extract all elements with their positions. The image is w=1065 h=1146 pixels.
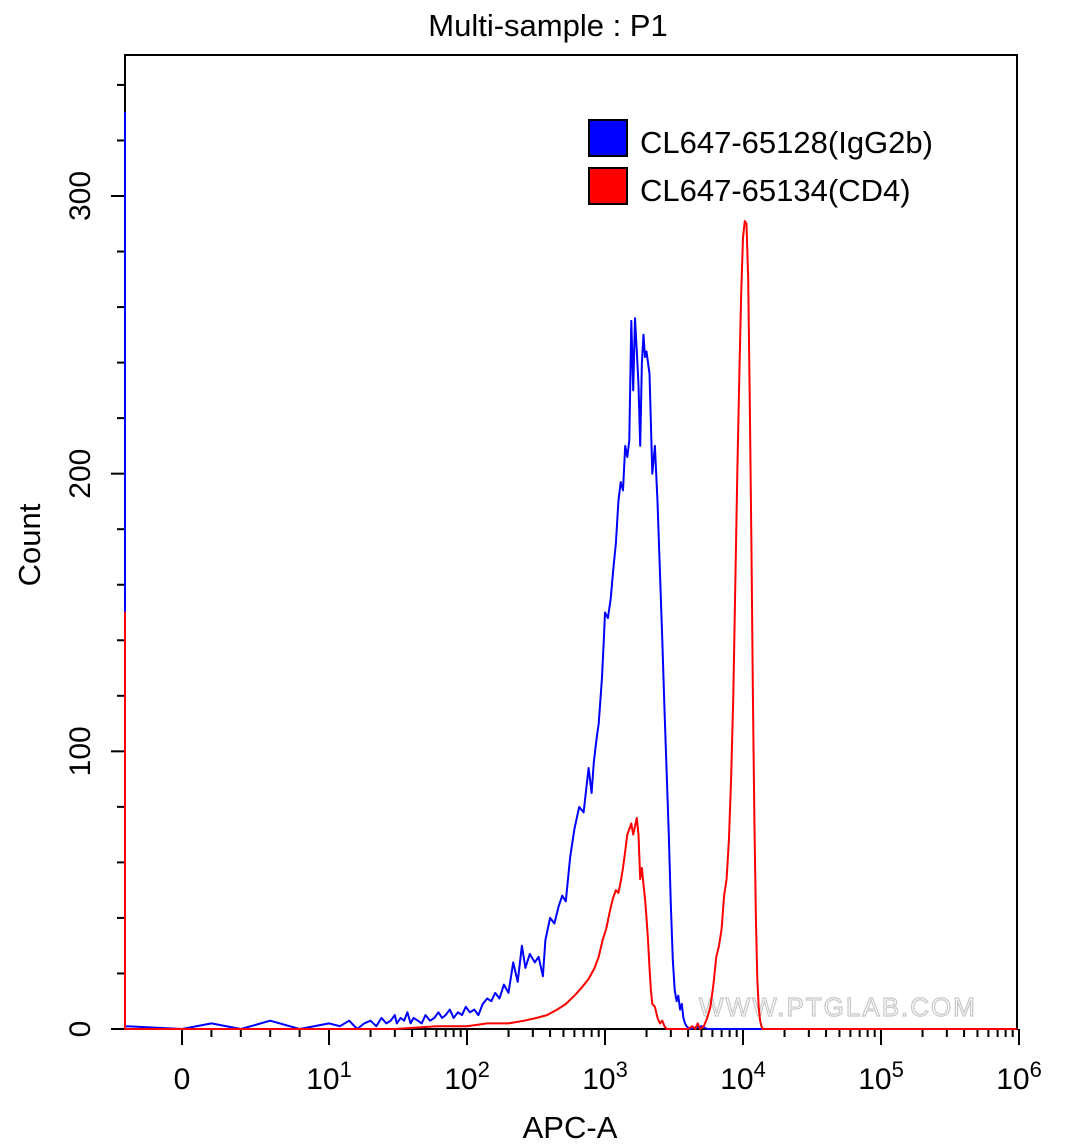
y-tick-label: 300 (64, 171, 97, 221)
x-tick-label: 104 (720, 1057, 766, 1096)
x-tick-label: 0 (174, 1063, 191, 1096)
legend-label-igg2b: CL647-65128(IgG2b) (640, 125, 933, 160)
x-tick-label: 105 (858, 1057, 904, 1096)
legend: CL647-65128(IgG2b) CL647-65134(CD4) (588, 119, 933, 208)
legend-swatch-cd4 (588, 167, 628, 205)
legend-swatch-igg2b (588, 119, 628, 157)
x-tick-label: 103 (582, 1057, 628, 1096)
series-layer (124, 111, 1017, 1030)
legend-label-cd4: CL647-65134(CD4) (640, 173, 911, 208)
x-tick-label: 102 (444, 1057, 490, 1096)
y-axis: 0 100 200 300 (64, 83, 125, 1038)
series-cd4-line (124, 220, 1017, 1030)
series-igg2b-line (124, 111, 1017, 1030)
x-tick-label: 101 (306, 1057, 352, 1096)
chart-title: Multi-sample : P1 (428, 8, 667, 43)
x-axis: 0 101 102 103 104 105 106 (174, 1029, 1042, 1096)
y-axis-title: Count (12, 503, 47, 586)
x-axis-title: APC-A (523, 1110, 618, 1145)
x-tick-label: 106 (996, 1057, 1042, 1096)
y-tick-label: 0 (64, 1021, 97, 1038)
watermark-text: WWW.PTGLAB.COM (699, 992, 977, 1022)
y-tick-label: 200 (64, 449, 97, 499)
y-tick-label: 100 (64, 726, 97, 776)
